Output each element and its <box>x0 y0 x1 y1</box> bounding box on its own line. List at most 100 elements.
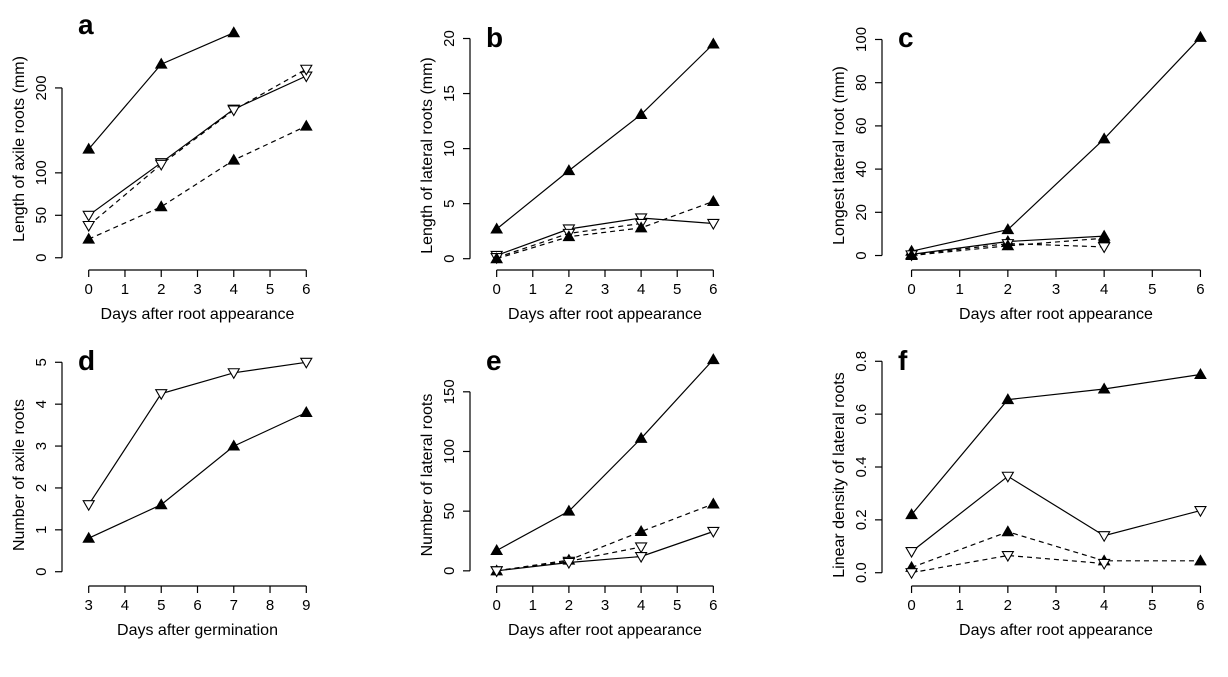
y-axis-title: Number of axile roots <box>11 399 28 551</box>
data-point <box>905 508 918 520</box>
y-tick-label: 0 <box>33 568 50 576</box>
y-axis-title: Number of lateral roots <box>419 394 436 557</box>
data-point <box>1193 506 1207 518</box>
y-tick-label: 0.8 <box>853 351 870 372</box>
y-tick-label: 5 <box>441 199 458 207</box>
y-tick-label: 0.4 <box>853 457 870 478</box>
panel-letter-e: e <box>486 345 502 376</box>
x-tick-label: 2 <box>1004 281 1012 298</box>
y-tick-label: 20 <box>853 204 870 221</box>
data-point <box>227 153 241 165</box>
panel-d: d 3 4 5 6 7 8 9 0 1 2 3 4 5 Days after germination Numb… <box>11 345 313 639</box>
data-point <box>154 389 168 401</box>
y-axis-title: Longest lateral root (mm) <box>831 66 848 245</box>
x-tick-label: 1 <box>121 281 129 298</box>
data-point <box>1097 531 1111 543</box>
data-point <box>227 368 241 380</box>
panel-a: a 0 1 2 3 4 5 6 0 50 100 200 Days after root appeara… <box>11 9 313 323</box>
x-tick-label: 1 <box>956 597 964 614</box>
y-tick-label: 0 <box>441 567 458 575</box>
data-point <box>1097 132 1111 144</box>
data-point <box>634 551 648 564</box>
data-point <box>634 524 648 536</box>
y-tick-label: 4 <box>33 400 50 408</box>
data-point <box>490 544 504 556</box>
data-point <box>490 252 504 264</box>
data-point <box>299 119 313 131</box>
data-point <box>706 497 720 509</box>
series-line-1 <box>911 36 1201 252</box>
series-line-1 <box>496 359 714 552</box>
data-point <box>905 249 918 261</box>
data-point <box>299 64 313 76</box>
data-point <box>154 200 168 212</box>
x-tick-label: 0 <box>492 281 500 298</box>
data-point <box>1097 382 1111 394</box>
y-tick-label: 15 <box>441 85 458 102</box>
y-tick-label: 3 <box>33 442 50 450</box>
panel-letter-a: a <box>78 9 94 40</box>
series-line-2 <box>496 217 714 256</box>
data-point <box>905 547 919 559</box>
y-tick-label: 60 <box>853 118 870 135</box>
x-tick-label: 2 <box>1004 597 1012 614</box>
series-line-4 <box>496 200 714 260</box>
y-tick-label: 200 <box>33 75 50 100</box>
x-tick-label: 6 <box>302 281 310 298</box>
x-tick-label: 3 <box>193 281 201 298</box>
data-point <box>1001 525 1015 537</box>
data-point <box>634 107 648 119</box>
x-tick-label: 4 <box>230 281 238 298</box>
x-tick-label: 5 <box>673 597 681 614</box>
data-point <box>1194 554 1207 566</box>
x-tick-label: 3 <box>1052 281 1060 298</box>
y-tick-label: 20 <box>441 30 458 47</box>
y-tick-label: 0 <box>33 254 50 262</box>
x-tick-label: 6 <box>193 597 201 614</box>
panel-b: b 0 1 2 3 4 5 6 0 5 10 15 20 Days after root appearan… <box>419 22 720 323</box>
data-point <box>490 566 504 578</box>
series-line-4 <box>496 530 714 572</box>
data-point <box>1194 30 1207 42</box>
x-tick-label: 5 <box>1148 597 1156 614</box>
y-axis-title: Linear density of lateral roots <box>831 372 848 577</box>
data-point <box>82 142 96 154</box>
x-tick-label: 7 <box>230 597 238 614</box>
x-tick-label: 5 <box>673 281 681 298</box>
x-tick-label: 0 <box>85 281 93 298</box>
x-tick-label: 3 <box>85 597 93 614</box>
y-tick-label: 0.2 <box>853 509 870 530</box>
data-point <box>154 159 168 171</box>
x-tick-label: 8 <box>266 597 274 614</box>
data-point <box>154 498 168 510</box>
data-point <box>1001 550 1015 563</box>
x-tick-label: 4 <box>1100 281 1108 298</box>
x-axis-title: Days after root appearance <box>508 622 702 639</box>
y-axis-title: Length of lateral roots (mm) <box>419 57 436 254</box>
data-point <box>634 213 648 225</box>
series-line-4 <box>88 125 307 240</box>
data-point <box>562 504 576 516</box>
data-point <box>562 230 576 242</box>
y-tick-label: 50 <box>441 503 458 520</box>
x-tick-label: 6 <box>1196 597 1204 614</box>
x-tick-label: 2 <box>565 281 573 298</box>
y-tick-label: 0 <box>441 255 458 263</box>
data-point <box>227 26 241 38</box>
x-tick-label: 3 <box>601 597 609 614</box>
panel-f: f 0 1 2 3 4 5 6 0.0 0.2 0.4 0.6 0.8 Days after root a… <box>831 345 1207 639</box>
x-tick-label: 3 <box>601 281 609 298</box>
data-point <box>634 221 648 233</box>
data-point <box>1097 242 1111 254</box>
x-tick-label: 4 <box>1100 597 1108 614</box>
data-point <box>82 210 96 222</box>
data-point <box>706 353 720 365</box>
data-point <box>706 194 720 206</box>
x-tick-label: 4 <box>637 597 645 614</box>
data-point <box>227 439 241 451</box>
data-point <box>227 105 241 117</box>
panel-letter-b: b <box>486 22 503 53</box>
x-tick-label: 0 <box>907 597 915 614</box>
